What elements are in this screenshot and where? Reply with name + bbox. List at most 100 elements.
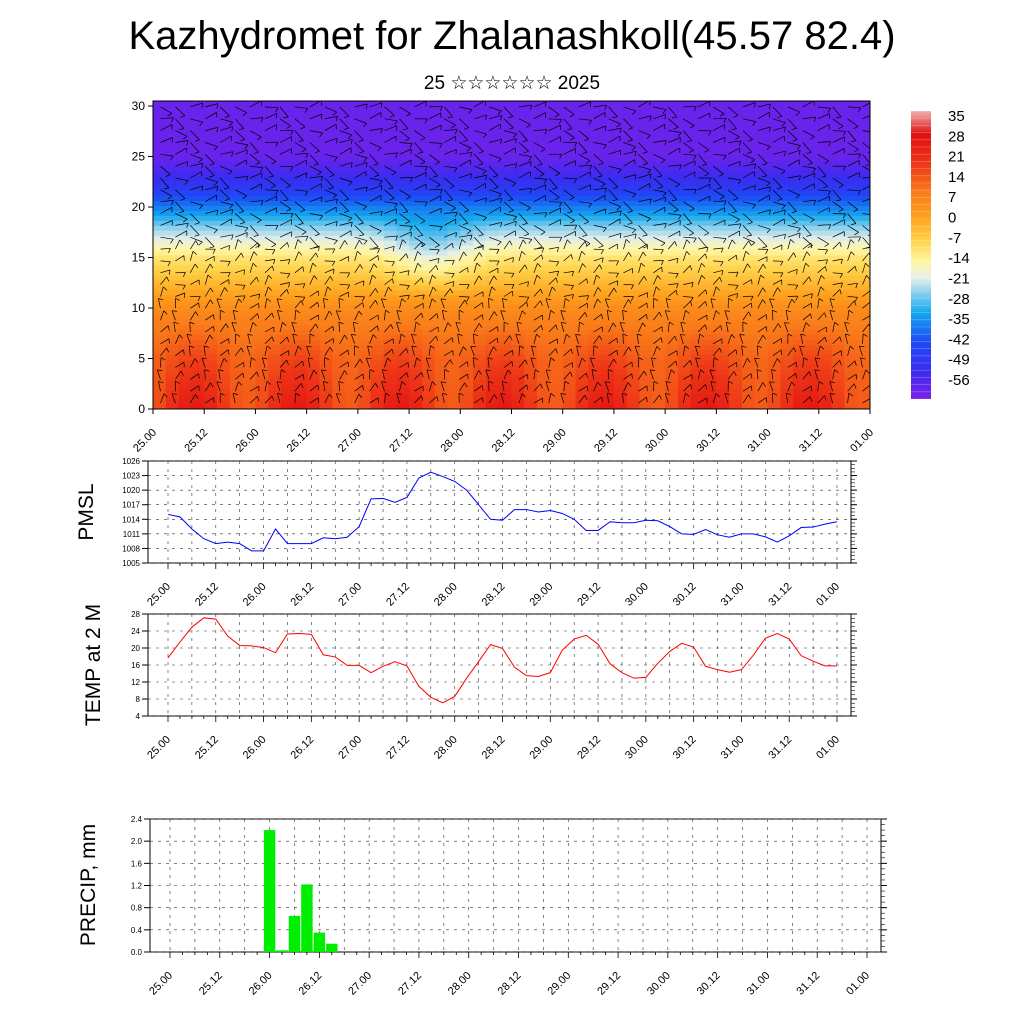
heatmap-cell — [191, 125, 205, 132]
heatmap-cell — [575, 314, 589, 321]
wind-barb-flag — [473, 333, 479, 337]
heatmap-cell — [345, 140, 359, 147]
wind-barb — [219, 287, 225, 297]
heatmap-cell — [805, 225, 820, 231]
heatmap-cell — [831, 255, 845, 261]
heatmap-cell — [601, 150, 615, 157]
wind-barb — [204, 369, 206, 380]
heatmap-cell — [601, 180, 615, 187]
wind-barb — [501, 381, 505, 392]
wind-barb — [369, 236, 379, 248]
wind-barb — [324, 206, 337, 214]
wind-barb — [578, 130, 590, 140]
heatmap-cell — [754, 309, 769, 316]
heatmap-cell — [345, 329, 359, 336]
heatmap-cell — [613, 324, 628, 331]
heatmap-cell — [805, 180, 820, 187]
heatmap-cell — [562, 319, 577, 326]
heatmap-cell — [255, 279, 269, 286]
heatmap-cell — [524, 170, 538, 177]
heatmap-cell — [831, 135, 845, 142]
heatmap-cell — [716, 349, 730, 355]
heatmap-cell — [383, 220, 397, 226]
heatmap-cell — [434, 369, 449, 375]
wind-barb-flag — [287, 242, 290, 248]
heatmap-cell — [549, 379, 564, 385]
heatmap-cell — [831, 101, 845, 107]
wind-barb — [249, 322, 254, 333]
heatmap-cell — [306, 364, 321, 370]
heatmap-cell — [549, 389, 564, 395]
heatmap-cell — [485, 369, 500, 375]
heatmap-cell — [524, 284, 538, 291]
wind-barb — [339, 291, 349, 297]
heatmap-cell — [255, 269, 269, 276]
wind-barb-flag — [359, 234, 365, 237]
wind-barb-flag — [451, 260, 455, 265]
heatmap-cell — [460, 200, 474, 206]
heatmap-cell — [805, 195, 820, 201]
wind-barb — [234, 381, 239, 392]
heatmap-cell — [498, 394, 513, 400]
heatmap-cell — [805, 394, 820, 400]
heatmap-cell — [652, 314, 666, 321]
wind-barb-flag — [312, 262, 317, 267]
wind-barb — [249, 313, 258, 321]
heatmap-cell — [601, 299, 615, 306]
heatmap-cell — [537, 379, 551, 385]
heatmap-cell — [831, 250, 845, 256]
heatmap-cell — [498, 220, 513, 226]
heatmap-cell — [524, 329, 538, 336]
heatmap-cell — [153, 274, 167, 281]
heatmap-cell — [485, 135, 500, 142]
heatmap-cell — [319, 374, 333, 380]
heatmap-cell — [639, 284, 653, 291]
wind-barb — [189, 358, 196, 368]
wind-barb — [503, 177, 517, 184]
wind-barb — [518, 393, 523, 404]
heatmap-cell — [447, 374, 461, 380]
heatmap-cell — [549, 180, 564, 187]
heatmap-cell — [383, 180, 397, 187]
heatmap-cell — [255, 240, 269, 246]
wind-barb — [190, 311, 196, 321]
heatmap-cell — [690, 210, 705, 216]
heatmap-cell — [409, 369, 423, 375]
wind-barb — [218, 369, 221, 380]
heatmap-cell — [460, 170, 474, 177]
wind-barb-flag — [593, 345, 599, 349]
heatmap-cell — [562, 110, 577, 117]
heatmap-cell — [639, 274, 653, 281]
wind-barb — [205, 326, 214, 333]
wind-barb — [488, 123, 501, 131]
heatmap-cell — [357, 170, 372, 177]
heatmap-cell — [396, 215, 410, 221]
wind-barb-flag — [313, 246, 319, 249]
heatmap-cell — [511, 344, 525, 350]
heatmap-cell — [767, 165, 781, 172]
heatmap-cell — [626, 115, 641, 122]
heatmap-cell — [242, 319, 257, 326]
wind-barb-flag — [561, 321, 567, 324]
wind-barb — [563, 371, 571, 380]
wind-barb — [384, 324, 392, 333]
wind-barb-flag — [333, 240, 338, 245]
heatmap-cell — [460, 399, 474, 405]
heatmap-cell — [345, 235, 359, 241]
heatmap-cell — [511, 205, 525, 211]
heatmap-cell — [831, 120, 845, 127]
heatmap-cell — [805, 220, 820, 226]
heatmap-cell — [447, 135, 461, 142]
wind-barb-flag — [347, 350, 349, 356]
heatmap-cell — [460, 324, 474, 331]
heatmap-cell — [639, 205, 653, 211]
wind-barb-flag — [257, 396, 260, 402]
heatmap-cell — [460, 245, 474, 251]
wind-barb-flag — [537, 163, 543, 166]
heatmap-cell — [229, 235, 244, 241]
wind-barb — [291, 322, 296, 333]
heatmap-cell — [652, 125, 666, 132]
heatmap-cell — [716, 130, 730, 137]
wind-barb-flag — [522, 239, 527, 245]
